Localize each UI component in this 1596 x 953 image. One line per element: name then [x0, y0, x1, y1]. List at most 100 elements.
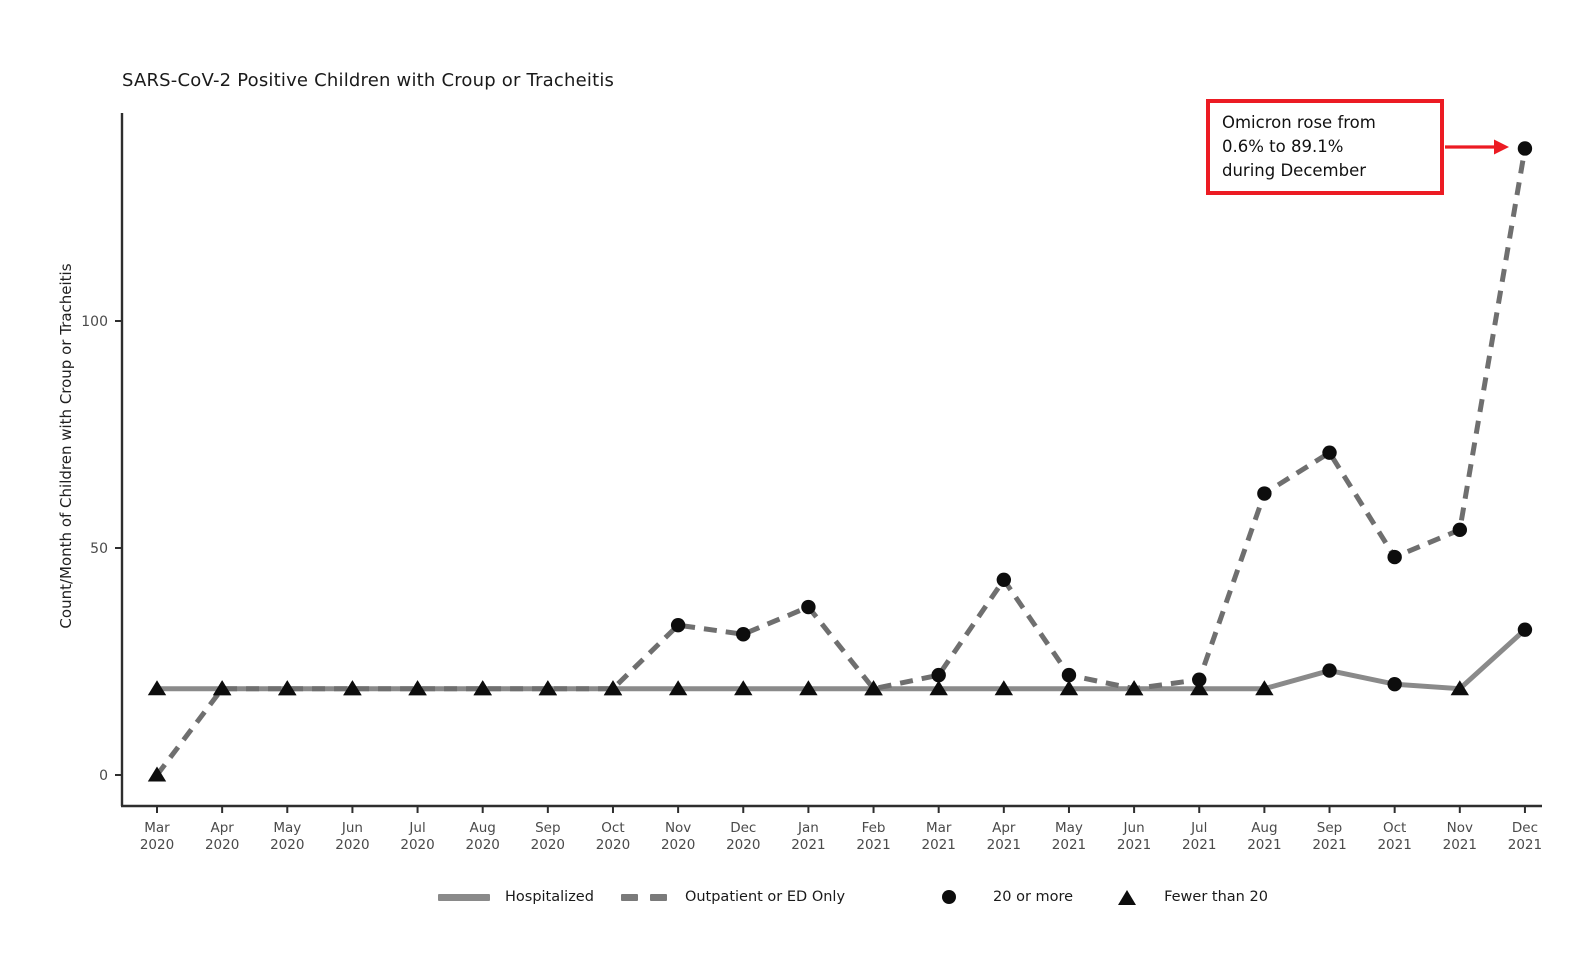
x-tick-label-month: Jul: [408, 820, 425, 836]
x-tick-label-month: Oct: [1383, 820, 1406, 836]
x-tick-label-month: Mar: [144, 820, 170, 836]
x-tick-label-year: 2021: [1052, 837, 1086, 853]
annotation-box: Omicron rose from 0.6% to 89.1% during D…: [1206, 99, 1444, 195]
data-point-triangle: [1059, 680, 1079, 696]
data-point-circle: [996, 572, 1012, 587]
x-tick-label-month: Feb: [862, 820, 886, 836]
data-point-circle: [1452, 522, 1468, 538]
x-tick-label-year: 2021: [1443, 837, 1477, 853]
x-tick-label-month: Apr: [992, 820, 1016, 836]
series-markers: [147, 141, 1533, 782]
annotation-arrow: [1445, 139, 1509, 155]
dashed-line-swatch-icon: [620, 893, 667, 901]
data-point-triangle: [1124, 680, 1144, 696]
chart-title: SARS-CoV-2 Positive Children with Croup …: [122, 70, 615, 91]
solid-line-swatch-icon: [438, 893, 490, 901]
x-tick-label-month: Jun: [1123, 820, 1145, 836]
data-point-circle: [1517, 141, 1533, 156]
y-tick-label: 50: [90, 541, 108, 557]
x-tick-label-year: 2021: [856, 837, 890, 853]
data-point-circle: [1322, 663, 1337, 678]
x-tick-label-month: Jul: [1190, 820, 1207, 836]
legend-item-fewer-than-20: Fewer than 20: [1118, 889, 1268, 905]
data-point-circle: [931, 667, 946, 683]
legend-label: Outpatient or ED Only: [684, 889, 846, 905]
x-tick-label-month: Apr: [210, 820, 234, 836]
x-tick-label-year: 2020: [531, 837, 565, 853]
x-tick-label-year: 2020: [205, 837, 239, 853]
x-tick-label-year: 2021: [1117, 837, 1151, 853]
data-point-triangle: [929, 680, 948, 696]
legend-label: Fewer than 20: [1164, 889, 1268, 905]
x-tick-label-month: Nov: [1447, 820, 1473, 836]
data-point-triangle: [408, 680, 427, 696]
x-tick-label-month: May: [1055, 820, 1083, 836]
x-tick-label-month: Mar: [926, 820, 952, 836]
data-point-circle: [801, 599, 816, 615]
x-tick-label-year: 2021: [1508, 837, 1542, 853]
annotation-line: Omicron rose from: [1222, 113, 1376, 132]
legend-label: Hospitalized: [505, 889, 594, 905]
data-point-triangle: [278, 680, 297, 696]
data-point-circle: [1257, 486, 1272, 501]
data-point-triangle: [1255, 680, 1274, 696]
legend: Hospitalized Outpatient or ED Only 20 or…: [438, 882, 1268, 912]
x-tick-label-month: Jun: [341, 820, 363, 836]
axes: 050100Mar2020Apr2020May2020Jun2020Jul202…: [81, 113, 1542, 853]
annotation-line: during December: [1222, 160, 1367, 180]
x-tick-label-month: Dec: [1512, 820, 1538, 836]
data-point-triangle: [799, 680, 818, 696]
data-point-triangle: [994, 680, 1014, 696]
data-point-triangle: [538, 680, 558, 696]
x-tick-label-year: 2021: [1182, 837, 1216, 853]
data-point-triangle: [147, 766, 167, 782]
data-point-triangle: [343, 680, 362, 696]
series-lines: [155, 148, 1528, 777]
data-point-triangle: [603, 680, 623, 696]
data-point-triangle: [1190, 680, 1209, 696]
data-point-triangle: [212, 680, 232, 696]
dash-segment: [620, 893, 638, 901]
x-tick-label-month: Aug: [1251, 820, 1277, 836]
x-tick-label-year: 2020: [270, 837, 304, 853]
x-tick-label-month: Dec: [730, 820, 756, 836]
x-tick-label-year: 2020: [466, 837, 500, 853]
data-point-circle: [1192, 672, 1207, 687]
data-point-triangle: [473, 680, 492, 696]
data-point-circle: [1387, 549, 1402, 565]
annotation-line: 0.6% to 89.1%: [1222, 136, 1344, 156]
data-point-circle: [1061, 667, 1077, 683]
arrow-head-icon: [1494, 139, 1509, 155]
data-point-triangle: [668, 680, 688, 696]
data-point-circle: [1517, 622, 1533, 637]
data-point-circle: [736, 627, 751, 642]
y-tick-label: 0: [99, 768, 108, 784]
series-line-solid: [157, 627, 1527, 692]
data-point-triangle: [734, 680, 753, 696]
x-tick-label-year: 2020: [661, 837, 695, 853]
dash-segment: [649, 893, 667, 901]
legend-item-20-or-more: 20 or more: [942, 889, 1073, 905]
x-tick-label-year: 2020: [400, 837, 434, 853]
legend-item-hospitalized: Hospitalized: [438, 889, 594, 905]
x-tick-label-year: 2021: [1312, 837, 1346, 853]
x-tick-label-year: 2021: [1377, 837, 1411, 853]
data-point-circle: [1322, 445, 1337, 460]
circle-marker-icon: [942, 890, 957, 904]
data-point-triangle: [864, 680, 883, 696]
x-tick-label-month: Nov: [665, 820, 691, 836]
x-tick-label-month: Oct: [601, 820, 624, 836]
x-tick-label-month: May: [273, 820, 301, 836]
x-tick-label-year: 2021: [922, 837, 956, 853]
x-tick-label-month: Sep: [535, 820, 560, 836]
series-line-dashed: [155, 148, 1528, 777]
legend-item-outpatient: Outpatient or ED Only: [620, 889, 846, 905]
x-tick-label-year: 2021: [987, 837, 1021, 853]
x-tick-label-month: Jan: [797, 820, 819, 836]
legend-label: 20 or more: [993, 889, 1074, 905]
x-tick-label-month: Sep: [1317, 820, 1342, 836]
data-point-triangle: [147, 680, 167, 696]
x-tick-label-year: 2021: [791, 837, 825, 853]
x-tick-label-month: Aug: [470, 820, 496, 836]
